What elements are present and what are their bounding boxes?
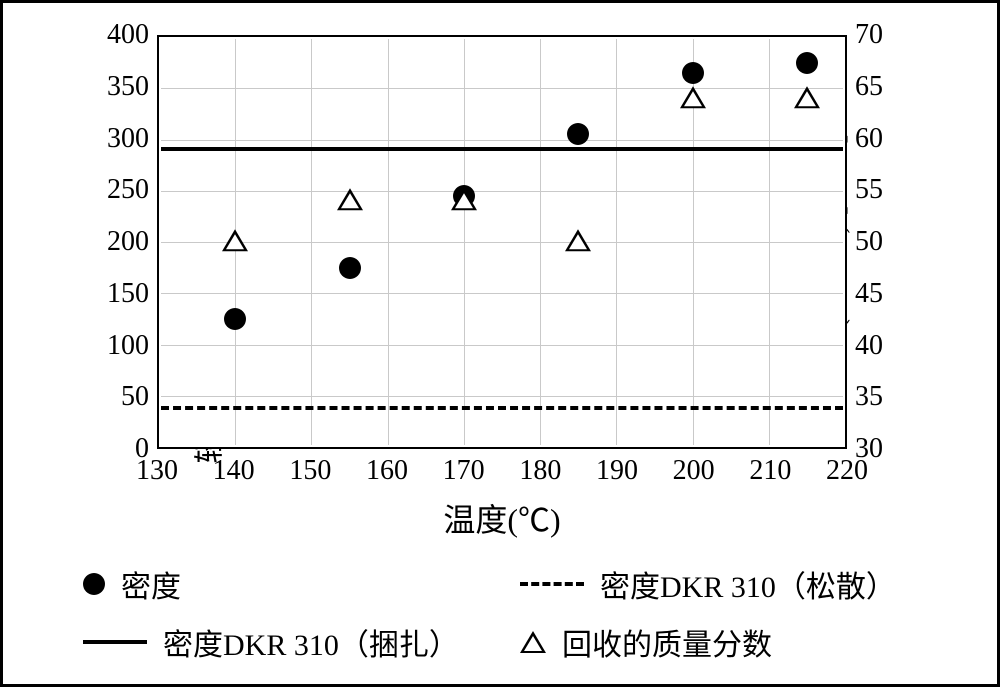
y-left-tick: 100	[107, 330, 149, 362]
gridline-vertical	[769, 39, 770, 445]
y-left-tick: 300	[107, 123, 149, 155]
y-left-tick: 250	[107, 174, 149, 206]
gridline-horizontal	[161, 191, 843, 192]
y-right-tick: 55	[855, 174, 883, 206]
triangle-marker-icon	[520, 631, 546, 653]
legend-label: 密度DKR 310（松散）	[600, 562, 896, 606]
y-left-tick: 50	[121, 381, 149, 413]
legend-label: 密度	[121, 562, 181, 606]
x-tick: 130	[136, 455, 178, 487]
gridline-horizontal	[161, 345, 843, 346]
y-right-tick: 40	[855, 330, 883, 362]
y-left-tick: 400	[107, 19, 149, 51]
x-tick: 180	[519, 455, 561, 487]
gridline-vertical	[616, 39, 617, 445]
y-right-tick: 65	[855, 71, 883, 103]
recovery-point	[222, 229, 248, 251]
legend-label: 密度DKR 310（捆扎）	[163, 620, 459, 664]
recovery-point	[337, 188, 363, 210]
legend-item-density: 密度	[83, 562, 520, 606]
reference-line-dashed	[161, 406, 843, 410]
gridline-horizontal	[161, 88, 843, 89]
x-tick: 220	[826, 455, 868, 487]
legend-label: 回收的质量分数	[562, 620, 772, 664]
y-left-tick: 150	[107, 278, 149, 310]
density-point	[339, 257, 361, 279]
legend-item-solid: 密度DKR 310（捆扎）	[83, 620, 520, 664]
x-tick: 200	[673, 455, 715, 487]
figure-frame: 轻馏分密度 (PE+PP) [kg/m3] 轻馏分 (PE+PP) [% wt]…	[0, 0, 1000, 687]
recovery-point	[451, 188, 477, 210]
x-tick: 150	[289, 455, 331, 487]
solid-line-icon	[83, 640, 147, 644]
y-right-tick: 35	[855, 381, 883, 413]
legend: 密度 密度DKR 310（松散） 密度DKR 310（捆扎） 回收的质量分数	[83, 562, 957, 664]
y-right-tick: 70	[855, 19, 883, 51]
recovery-point	[794, 86, 820, 108]
recovery-point	[565, 229, 591, 251]
plot-area	[157, 35, 847, 449]
density-point	[682, 62, 704, 84]
reference-line-solid	[161, 147, 843, 151]
gridline-vertical	[388, 39, 389, 445]
gridline-horizontal	[161, 242, 843, 243]
y-left-tick: 350	[107, 71, 149, 103]
x-tick: 170	[443, 455, 485, 487]
x-axis-label: 温度(℃)	[443, 495, 560, 541]
y-right-tick: 60	[855, 123, 883, 155]
x-tick: 210	[749, 455, 791, 487]
chart-region: 轻馏分密度 (PE+PP) [kg/m3] 轻馏分 (PE+PP) [% wt]…	[29, 25, 971, 535]
x-tick: 140	[213, 455, 255, 487]
recovery-point	[680, 86, 706, 108]
density-point	[224, 308, 246, 330]
circle-marker-icon	[83, 573, 105, 595]
gridline-vertical	[464, 39, 465, 445]
gridline-vertical	[540, 39, 541, 445]
density-point	[796, 52, 818, 74]
legend-item-recovery: 回收的质量分数	[520, 620, 957, 664]
density-point	[567, 123, 589, 145]
gridline-vertical	[311, 39, 312, 445]
gridline-horizontal	[161, 293, 843, 294]
x-tick: 160	[366, 455, 408, 487]
dashed-line-icon	[520, 582, 584, 586]
y-left-tick: 200	[107, 226, 149, 258]
gridline-horizontal	[161, 396, 843, 397]
plot-area-wrapper: 0501001502002503003504003035404550556065…	[157, 35, 847, 449]
y-right-tick: 50	[855, 226, 883, 258]
y-right-tick: 45	[855, 278, 883, 310]
legend-item-dashed: 密度DKR 310（松散）	[520, 562, 957, 606]
x-tick: 190	[596, 455, 638, 487]
gridline-horizontal	[161, 140, 843, 141]
